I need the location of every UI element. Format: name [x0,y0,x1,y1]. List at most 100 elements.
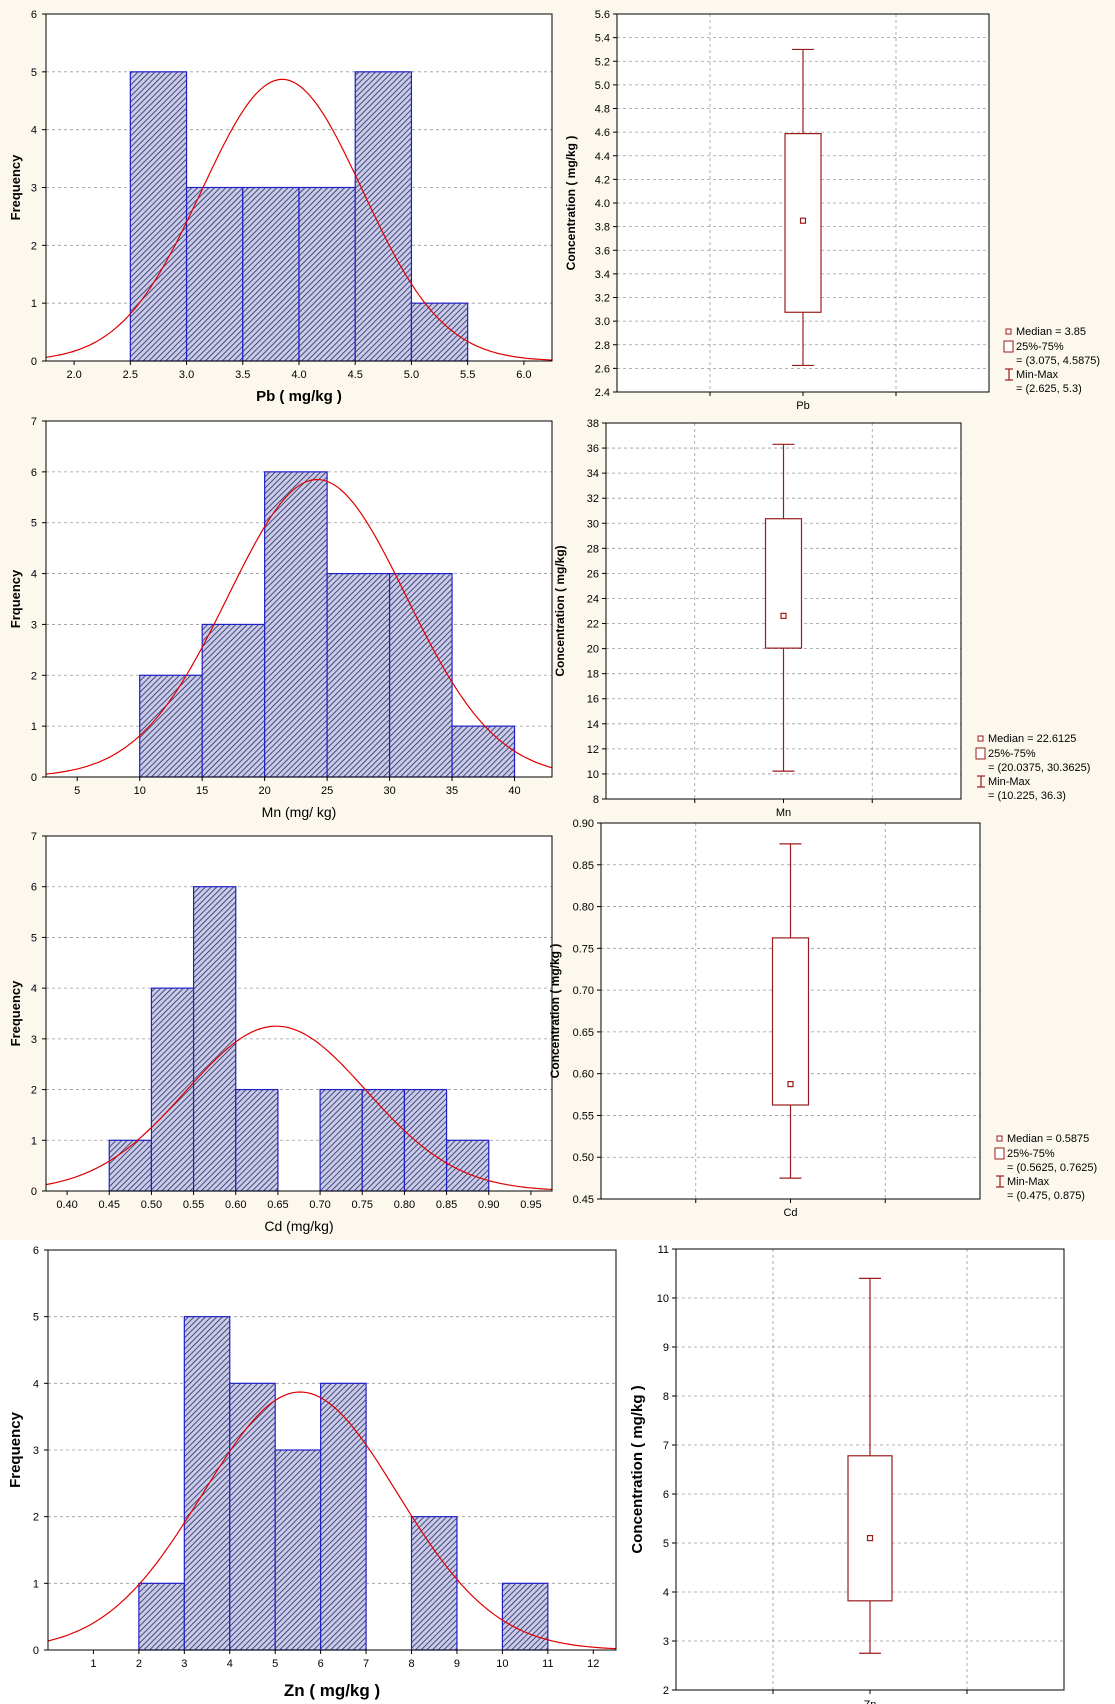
histogram-4: 0 1 2 3 4 5 6 7 0.40 0.45 0.50 0.55 0.60 0.65 0.70 0.75… [8,831,553,1234]
x-tick-label: 0.65 [267,1199,288,1211]
histogram-bar [501,1582,549,1651]
y-tick-label: 0 [31,1186,37,1198]
x-tick-label: 7 [363,1658,369,1670]
x-tick-label: 5.0 [404,369,419,381]
plot-frame [605,422,962,800]
x-tick-label: 0.75 [352,1199,373,1211]
y-tick-label: 8 [663,1391,669,1403]
y-tick-label: 4 [31,125,37,137]
x-tick-label: 20 [259,785,271,797]
x-tick-label: 12 [587,1658,599,1670]
legend-box-values: = (0.5625, 0.7625) [1007,1162,1097,1174]
y-tick-label: 2 [663,1685,669,1697]
x-tick-label: 5 [272,1658,278,1670]
histogram-bar [388,572,453,778]
x-tick-label: 15 [196,785,208,797]
x-tick-label: 0.40 [56,1199,77,1211]
y-tick-label: 4 [33,1378,39,1390]
legend-whisker-values: = (2.625, 5.3) [1016,383,1082,395]
histogram-2: 0 1 2 3 4 5 6 7 5 10 15 20 25 30 35 40 Mn (mg/ kg) Frquen… [8,416,553,820]
y-tick-label: 5 [33,1312,39,1324]
plot-frame [45,835,553,1192]
y-axis-label: Concentration ( mg/kg) [553,545,567,676]
boxplot-5: 0.45 0.50 0.55 0.60 0.65 0.70 0.75 0.80 0.85 0.90… [548,818,1097,1219]
histogram-bar [264,471,328,778]
y-axis-label: Frequency [7,1411,24,1488]
y-tick-label: 5 [31,932,37,944]
y-tick-label: 38 [587,418,599,430]
legend-median: Median = 22.6125 [988,733,1076,745]
plot-frame [45,420,553,778]
legend-whisker: Min-Max [1007,1176,1050,1188]
legend: Median = 3.85 25%-75% = (3.075, 4.5875) Min… [1003,326,1100,395]
histogram-bar [192,886,237,1192]
y-tick-label: 3 [33,1445,39,1457]
legend-whisker-values: = (0.475, 0.875) [1007,1190,1085,1202]
boxplot-3: 8 10 12 14 16 18 20 22 24 26 28 30 32 34 36 38 Mn Concent… [553,418,1090,819]
y-tick-label: 8 [593,794,599,806]
histogram-bar [298,186,356,362]
legend: Median = 22.6125 25%-75% = (20.0375, 30.36… [975,733,1090,802]
category-label: Pb [796,400,809,412]
y-tick-label: 0.65 [573,1027,594,1039]
y-tick-label: 2 [31,670,37,682]
y-tick-label: 5 [663,1538,669,1550]
y-tick-label: 3 [31,619,37,631]
x-tick-label: 4.0 [291,369,306,381]
y-tick-label: 5 [31,67,37,79]
y-tick-label: 7 [31,831,37,843]
y-tick-label: 6 [33,1245,39,1257]
x-tick-label: 4 [227,1658,233,1670]
y-tick-label: 4.0 [595,198,610,210]
legend-box-icon [1003,340,1014,353]
legend-box: 25%-75% [1016,341,1064,353]
y-tick-label: 0.75 [573,943,594,955]
x-tick-label: 6 [318,1658,324,1670]
x-tick-label: 11 [542,1658,553,1670]
histogram-bar [201,623,266,778]
y-tick-label: 6 [31,467,37,479]
y-tick-label: 4.2 [595,174,610,186]
y-tick-label: 14 [587,719,599,731]
y-tick-label: 2 [33,1512,39,1524]
y-tick-label: 3.8 [595,222,610,234]
x-tick-label: 10 [134,785,146,797]
x-tick-label: 6.0 [516,369,531,381]
y-axis-label: Concentration ( mg/kg ) [629,1385,646,1553]
y-tick-label: 4 [31,569,37,581]
y-tick-label: 1 [31,298,37,310]
x-tick-label: 0.45 [99,1199,120,1211]
y-tick-label: 3 [31,1034,37,1046]
normal-curve [45,1025,553,1190]
median-marker [780,612,787,619]
y-tick-label: 6 [31,882,37,894]
histogram-bar [108,1139,153,1192]
y-tick-label: 0 [31,356,37,368]
median-marker [799,217,807,224]
x-tick-label: 3.0 [179,369,194,381]
x-tick-label: 0.85 [436,1199,457,1211]
x-tick-label: 1 [90,1658,96,1670]
plot-frame [47,1249,617,1651]
category-label: Zn [864,1699,877,1704]
legend-median: Median = 3.85 [1016,326,1086,338]
y-tick-label: 4.8 [595,104,610,116]
histogram-0: 0 1 2 3 4 5 6 2.0 2.5 3.0 3.5 4.0 4.5 5.0 5.5 6.0 Pb ( m… [8,9,553,405]
y-tick-label: 1 [31,721,37,733]
legend-median-icon [996,1135,1003,1142]
plot-area [45,835,553,1192]
y-tick-label: 0.85 [573,860,594,872]
y-tick-label: 0.55 [573,1110,594,1122]
box-iqr [847,1455,893,1602]
legend-whisker: Min-Max [988,776,1031,788]
y-tick-label: 18 [587,669,599,681]
y-tick-label: 5 [31,518,37,530]
y-tick-label: 2.8 [595,340,610,352]
x-tick-label: 2.5 [123,369,138,381]
histogram-bar [138,1582,185,1651]
histogram-bar [274,1449,322,1651]
y-tick-label: 10 [587,769,599,781]
y-tick-label: 3.6 [595,245,610,257]
